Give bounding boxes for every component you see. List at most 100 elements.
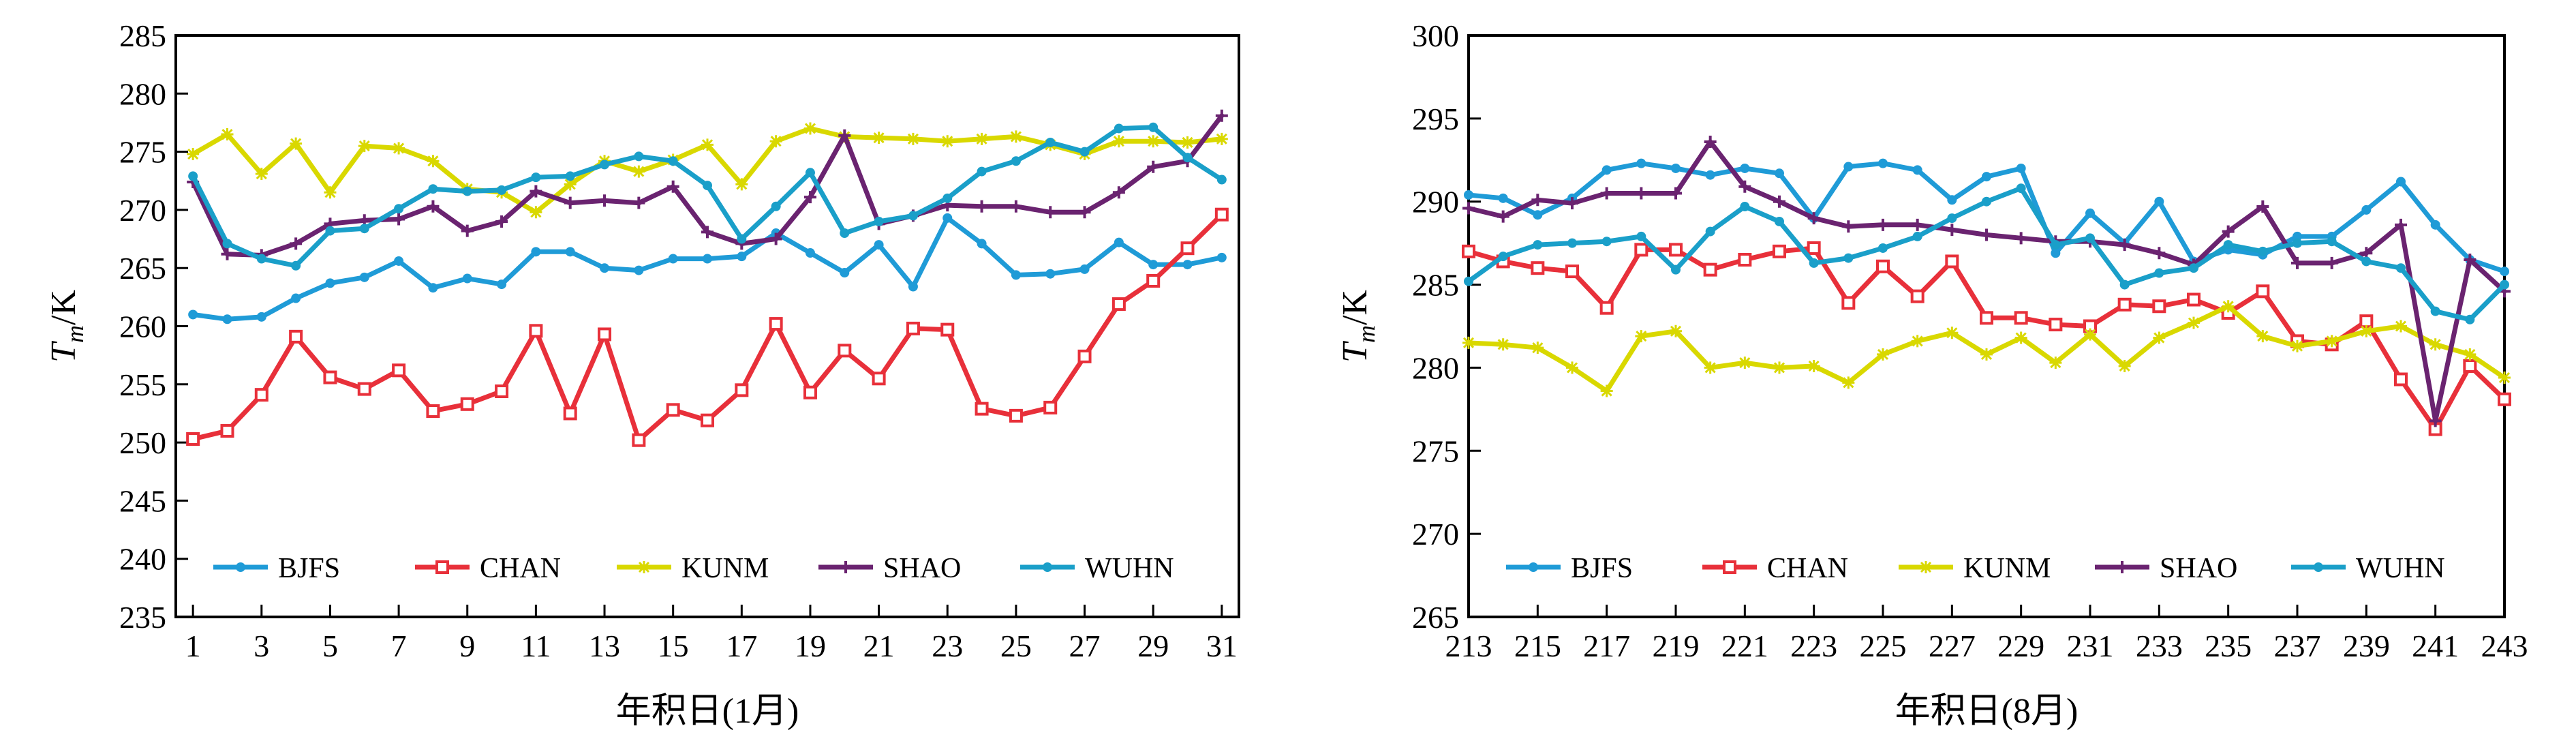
data-point	[1009, 408, 1023, 423]
x-tick-label: 233	[2136, 629, 2183, 663]
data-point	[2394, 372, 2408, 387]
data-point	[1843, 253, 1854, 263]
data-point	[2360, 324, 2373, 337]
data-point	[1669, 243, 1683, 257]
data-point	[1077, 349, 1092, 363]
data-point	[325, 226, 335, 236]
data-point	[1947, 195, 1957, 205]
plot-frame	[174, 34, 1240, 618]
data-point	[1601, 237, 1612, 247]
legend-item-shao: SHAO	[2095, 553, 2237, 584]
data-point	[2429, 338, 2442, 351]
data-point	[1011, 270, 1021, 280]
data-point	[1775, 216, 1784, 226]
data-point	[1670, 187, 1682, 200]
data-point	[1912, 165, 1922, 175]
data-point	[1567, 238, 1577, 248]
data-point	[2014, 331, 2027, 344]
data-point	[1773, 244, 1786, 258]
data-point	[701, 413, 714, 427]
data-point	[359, 224, 369, 234]
data-point	[701, 226, 714, 239]
data-point	[426, 404, 440, 419]
data-point	[1114, 123, 1124, 134]
data-point	[2463, 359, 2477, 373]
data-point	[1705, 226, 1715, 237]
data-point	[1497, 210, 1509, 223]
data-point	[1982, 172, 1991, 182]
x-tick-label: 5	[322, 629, 338, 663]
data-point	[735, 178, 748, 191]
legend-label: BJFS	[1571, 553, 1633, 584]
data-point	[2396, 263, 2406, 273]
data-point	[529, 324, 543, 338]
data-point	[290, 237, 303, 250]
data-point	[598, 327, 612, 342]
data-point	[2222, 225, 2235, 238]
data-point	[666, 403, 680, 417]
data-point	[1601, 165, 1612, 175]
data-point	[1464, 190, 1473, 200]
y-tick-label: 240	[119, 542, 166, 577]
data-point	[435, 560, 449, 574]
data-point	[2293, 231, 2302, 241]
data-point	[1079, 264, 1090, 274]
data-point	[977, 166, 987, 177]
data-point	[1531, 342, 1544, 354]
x-tick-label: 239	[2343, 629, 2390, 663]
data-point	[803, 191, 816, 204]
data-point	[735, 383, 749, 397]
data-point	[632, 165, 645, 178]
data-point	[2359, 314, 2374, 329]
data-point	[840, 228, 850, 239]
data-point	[1043, 562, 1052, 572]
data-point	[1146, 273, 1161, 288]
data-point	[2187, 292, 2201, 307]
data-point	[2049, 357, 2062, 369]
data-point	[1738, 180, 1751, 193]
data-point	[1636, 231, 1646, 241]
legend-item-shao: SHAO	[818, 553, 961, 584]
data-point	[941, 135, 954, 148]
data-point	[187, 148, 200, 161]
data-point	[2188, 316, 2200, 329]
data-point	[2430, 306, 2440, 316]
x-tick-label: 231	[2067, 629, 2114, 663]
series-bjfs	[188, 213, 1227, 324]
data-point	[2327, 237, 2337, 247]
data-point	[495, 215, 508, 228]
y-tick-label: 245	[119, 483, 166, 518]
data-point	[1740, 202, 1750, 212]
data-point	[1773, 195, 1785, 208]
data-point	[2291, 256, 2303, 269]
data-point	[2430, 220, 2440, 230]
x-tick-label: 215	[1514, 629, 1561, 663]
data-point	[668, 254, 678, 264]
data-point	[600, 263, 610, 273]
legend: BJFS CHAN KUNM SHAO WUHN	[1506, 553, 2445, 584]
data-point	[2223, 240, 2233, 250]
y-axis-label-symbol: T	[1336, 341, 1375, 363]
data-point	[769, 135, 782, 148]
legend-item-chan: CHAN	[1702, 553, 1848, 584]
x-tick-label: 19	[795, 629, 826, 663]
data-point	[1112, 135, 1125, 148]
series-chan	[186, 207, 1229, 447]
data-point	[1738, 253, 1752, 267]
data-point	[1078, 206, 1091, 219]
data-point	[460, 397, 474, 411]
series-chan	[1462, 241, 2511, 436]
data-point	[838, 344, 852, 358]
data-point	[531, 247, 541, 257]
x-tick-label: 221	[1721, 629, 1768, 663]
data-point	[325, 278, 335, 288]
data-point	[1946, 327, 1959, 339]
y-tick-label: 300	[1412, 18, 1459, 53]
data-point	[1498, 252, 1508, 262]
data-point	[1533, 240, 1543, 250]
data-point	[703, 181, 712, 191]
data-point	[771, 201, 781, 211]
data-point	[565, 171, 575, 181]
data-point	[497, 279, 507, 290]
data-point	[2325, 335, 2338, 348]
